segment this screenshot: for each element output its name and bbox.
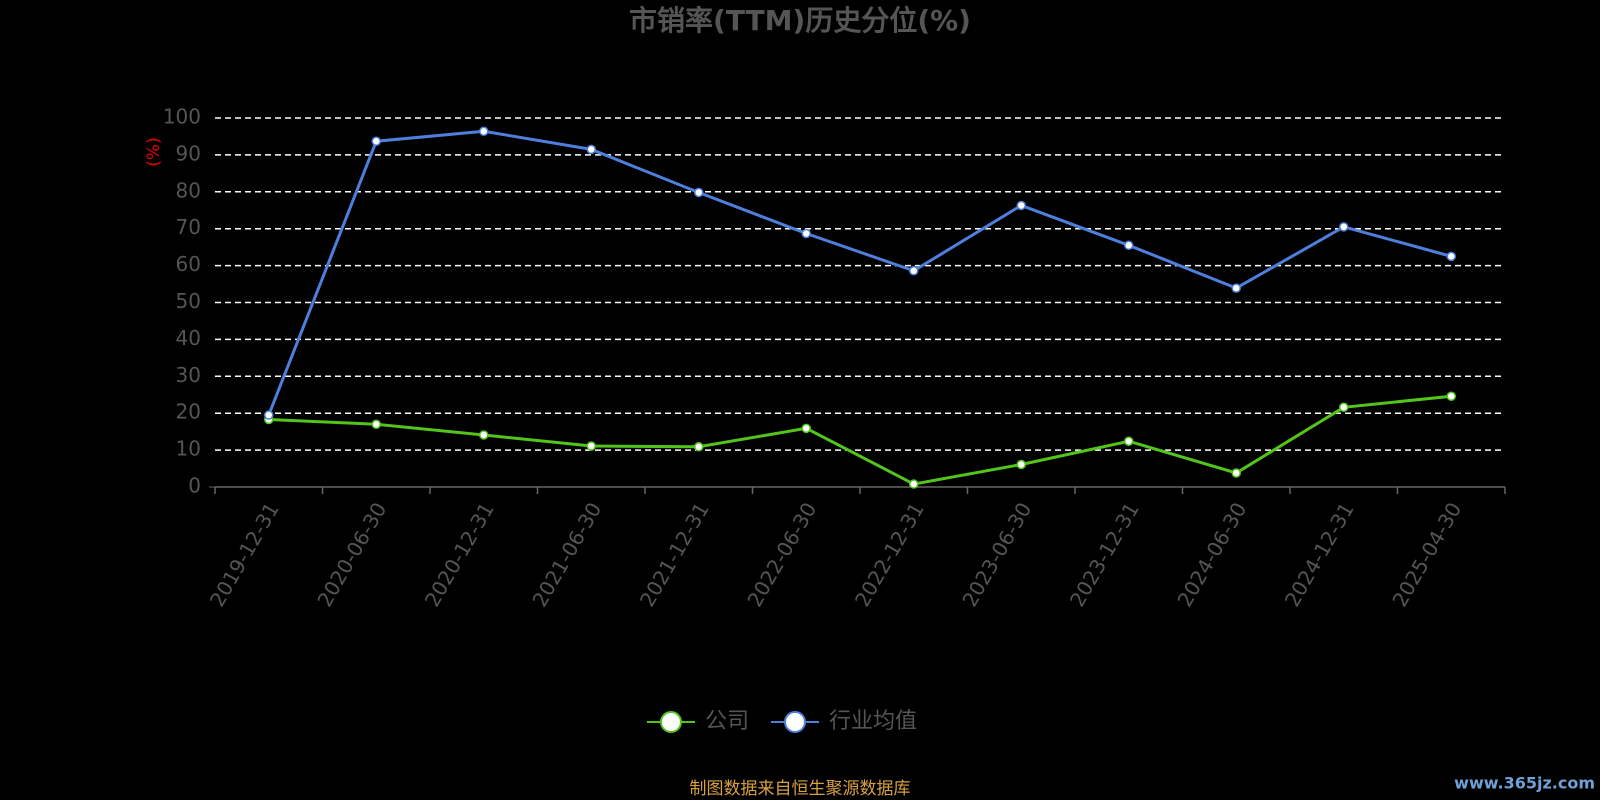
x-tick-label: 2022-06-30: [742, 498, 821, 611]
legend-marker: [784, 711, 807, 733]
y-tick-label: 80: [176, 178, 201, 202]
data-point: [479, 126, 489, 137]
data-point: [1124, 240, 1134, 251]
x-tick-label: 2024-12-31: [1280, 498, 1359, 611]
x-tick-label: 2023-12-31: [1065, 498, 1144, 611]
data-point: [801, 423, 811, 434]
y-axis-label: (%): [144, 137, 164, 166]
y-tick-label: 20: [176, 400, 201, 424]
data-point: [371, 419, 381, 430]
data-point: [1124, 436, 1134, 446]
data-point: [909, 266, 919, 276]
legend-label: 行业均值: [829, 709, 917, 734]
data-point: [1339, 222, 1349, 232]
data-point: [1231, 283, 1241, 293]
data-point: [694, 442, 704, 452]
x-tick-label: 2024-06-30: [1172, 498, 1251, 611]
y-tick-label: 0: [188, 474, 201, 498]
data-point: [801, 228, 811, 239]
y-tick-label: 50: [176, 289, 201, 313]
data-point: [586, 441, 596, 451]
data-point: [1016, 459, 1026, 470]
source-note: 制图数据来自恒生聚源数据库: [690, 779, 911, 799]
x-tick-label: 2020-06-30: [312, 498, 391, 611]
x-tick-label: 2019-12-31: [205, 498, 284, 611]
y-tick-label: 10: [176, 437, 201, 461]
watermark: www.365jz.com: [1454, 774, 1595, 793]
series-line: [268, 394, 1452, 486]
y-tick-label: 70: [176, 215, 201, 239]
y-tick-label: 60: [176, 252, 201, 276]
data-point: [909, 479, 919, 489]
data-point: [1446, 251, 1456, 262]
legend-label: 公司: [705, 709, 749, 734]
data-point: [1446, 391, 1456, 401]
y-tick-label: 90: [176, 141, 201, 165]
y-tick-label: 100: [163, 105, 201, 129]
y-tick-label: 40: [176, 326, 201, 350]
x-tick-label: 2020-12-31: [420, 498, 499, 611]
series-line: [267, 129, 1452, 416]
data-point: [479, 430, 489, 440]
data-point: [1231, 468, 1241, 478]
x-tick-label: 2021-12-31: [635, 498, 714, 611]
data-point: [371, 136, 381, 146]
data-point: [264, 410, 274, 420]
x-tick-label: 2025-04-30: [1387, 498, 1466, 611]
data-point: [586, 144, 596, 155]
legend-marker: [660, 711, 682, 733]
x-tick-label: 2022-12-31: [850, 498, 929, 611]
y-tick-label: 30: [176, 363, 201, 387]
data-point: [1339, 402, 1349, 413]
chart-title: 市销率(TTM)历史分位(%): [629, 4, 971, 37]
data-point: [1016, 200, 1026, 211]
x-tick-label: 2021-06-30: [527, 498, 606, 611]
data-point: [694, 187, 704, 198]
x-tick-label: 2023-06-30: [957, 498, 1036, 611]
